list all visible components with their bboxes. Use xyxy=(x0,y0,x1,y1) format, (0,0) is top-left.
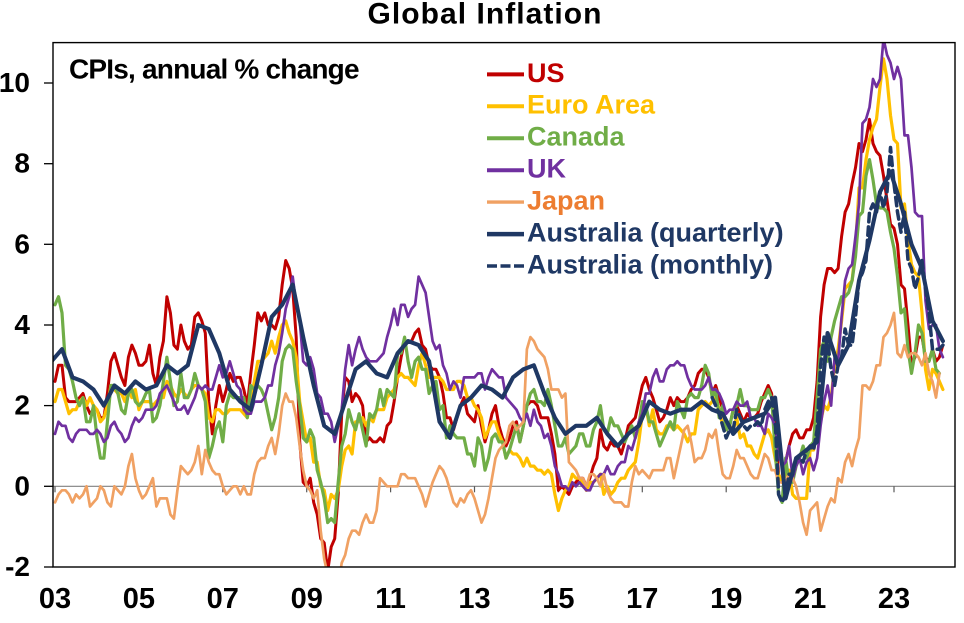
svg-text:US: US xyxy=(527,58,565,88)
svg-text:23: 23 xyxy=(878,583,910,615)
svg-text:Japan: Japan xyxy=(527,186,605,216)
svg-text:03: 03 xyxy=(39,583,71,615)
svg-text:2: 2 xyxy=(14,390,30,421)
svg-text:17: 17 xyxy=(626,583,658,615)
svg-text:Australia (quarterly): Australia (quarterly) xyxy=(527,218,784,248)
svg-text:6: 6 xyxy=(14,228,30,259)
svg-text:05: 05 xyxy=(123,583,155,615)
svg-text:19: 19 xyxy=(710,583,742,615)
svg-text:Australia (monthly): Australia (monthly) xyxy=(527,249,773,279)
svg-text:13: 13 xyxy=(458,583,490,615)
svg-text:Canada: Canada xyxy=(527,122,626,152)
svg-text:07: 07 xyxy=(207,583,239,615)
svg-text:4: 4 xyxy=(14,309,30,340)
svg-text:15: 15 xyxy=(542,583,574,615)
svg-text:CPIs, annual % change: CPIs, annual % change xyxy=(69,53,359,84)
svg-text:-2: -2 xyxy=(5,551,30,582)
svg-text:Global Inflation: Global Inflation xyxy=(367,0,602,30)
svg-text:UK: UK xyxy=(527,154,566,184)
svg-text:11: 11 xyxy=(375,583,406,615)
svg-text:21: 21 xyxy=(794,583,826,615)
svg-text:0: 0 xyxy=(14,470,30,501)
svg-text:Euro Area: Euro Area xyxy=(527,90,656,120)
svg-text:8: 8 xyxy=(14,148,30,179)
svg-text:10: 10 xyxy=(0,67,30,98)
svg-text:09: 09 xyxy=(291,583,323,615)
